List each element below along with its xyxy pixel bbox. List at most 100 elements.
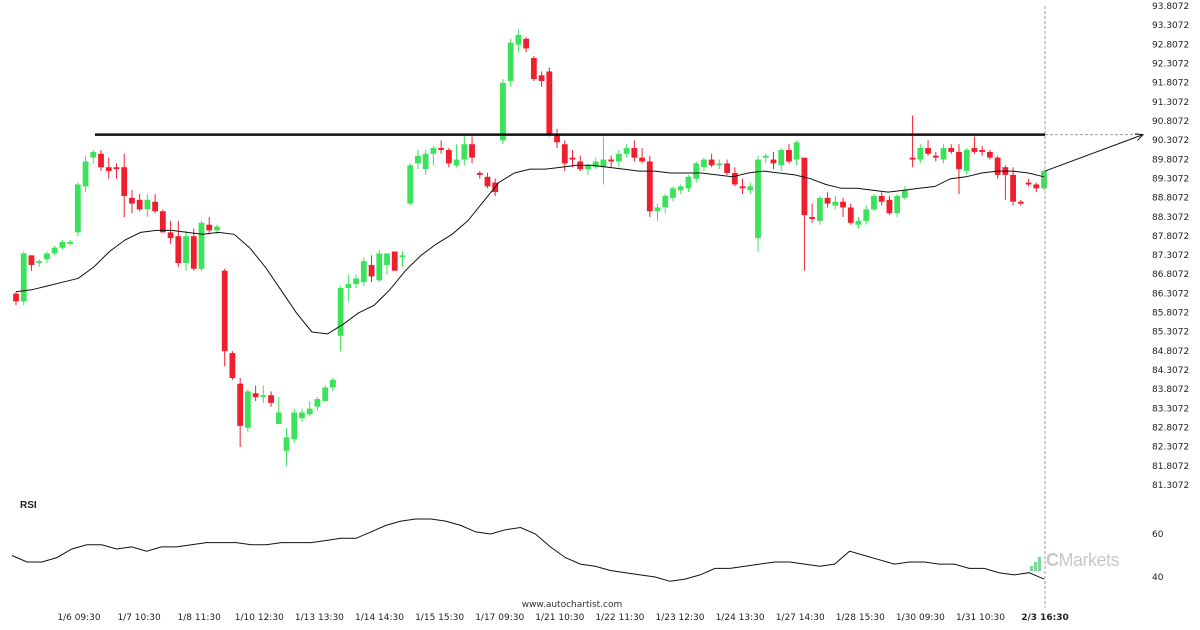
candle-down [994,157,1001,175]
candle-down [252,393,259,398]
price-tick-label: 85.3072 [1152,328,1189,338]
candle-down [152,201,159,212]
time-tick-label: 1/15 15:30 [415,613,464,623]
candlestick-series [13,29,1047,467]
candle-up [322,387,329,401]
candle-down [1010,174,1016,202]
candle-up [677,186,684,191]
time-tick-label: 1/10 12:30 [235,613,284,623]
candle-down [554,134,560,143]
candle-down [608,159,615,162]
candle-up [183,236,189,264]
rsi-tick-label: 60 [1152,530,1164,540]
candle-down [221,270,228,352]
time-tick-label: 2/3 16:30 [1021,613,1069,623]
time-tick-label: 1/7 10:30 [117,613,161,623]
candle-down [986,151,993,158]
candle-down [724,163,730,173]
candle-up [592,161,599,168]
candle-up [59,241,66,248]
candle-down [639,157,645,162]
candle-up [793,142,800,160]
moving-average-line [15,164,1045,335]
candle-up [399,255,406,258]
candle-down [530,58,537,80]
candle-down [708,159,715,166]
candle-down [28,255,35,265]
candle-down [809,217,816,219]
candle-down [523,38,530,49]
candle-up [144,199,151,210]
candle-up [275,412,282,424]
price-tick-label: 87.3072 [1152,251,1189,261]
candle-down [175,236,182,264]
candle-up [291,412,298,440]
price-tick-label: 84.8072 [1152,347,1189,357]
candle-up [855,220,862,225]
time-tick-label: 1/17 09:30 [475,613,524,623]
candle-up [337,287,344,336]
price-tick-label: 91.3072 [1152,98,1189,108]
price-tick-label: 90.8072 [1152,117,1189,127]
price-tick-label: 83.3072 [1152,404,1189,414]
price-tick-label: 90.3072 [1152,136,1189,146]
candle-up [415,155,421,164]
time-tick-label: 1/24 13:30 [716,613,765,623]
candle-down [438,148,445,150]
candle-down [129,197,135,204]
candle-up [762,155,769,158]
time-tick-label: 1/14 14:30 [355,613,404,623]
candle-down [979,149,986,152]
candle-up [90,151,97,158]
candle-up [863,209,870,221]
candle-down [391,251,398,271]
candle-down [121,167,128,196]
candle-down [847,207,854,223]
candle-up [422,153,429,170]
candle-up [693,163,700,179]
candle-down [824,197,831,204]
candle-up [670,188,676,198]
price-tick-label: 92.3072 [1152,59,1189,69]
time-tick-label: 1/6 09:30 [57,613,101,623]
candle-up [894,195,901,214]
candle-up [44,253,50,260]
candle-down [476,172,483,175]
candle-up [82,161,89,187]
time-axis-ticks: 1/6 09:30 1/7 10:30 1/8 11:30 1/10 12:30 1/1… [57,613,1068,623]
candle-up [654,207,661,212]
candle-up [615,153,622,162]
candle-up [662,195,669,208]
brand-logo-icon [1030,557,1046,571]
price-tick-label: 86.8072 [1152,270,1189,280]
candle-up [747,186,754,191]
candle-down [484,176,491,187]
candle-up [461,144,468,160]
candle-down [925,148,931,154]
candle-up [407,165,414,204]
price-tick-label: 93.8072 [1152,2,1189,12]
candle-up [353,278,359,285]
candle-down [569,157,576,160]
price-tick-label: 83.8072 [1152,385,1189,395]
candle-up [507,42,514,81]
time-tick-label: 1/31 10:30 [956,613,1005,623]
candle-down [956,151,962,170]
candle-up [283,437,290,451]
candle-up [314,399,321,407]
candle-up [330,379,336,388]
price-tick-label: 92.8072 [1152,40,1189,50]
price-tick-label: 81.3072 [1152,481,1189,491]
candle-down [538,75,545,81]
candle-down [739,186,746,189]
candle-down [786,149,792,162]
candle-up [755,159,761,239]
candle-up [51,247,58,254]
candle-down [167,232,174,239]
candle-up [1041,171,1047,189]
price-tick-label: 89.3072 [1152,174,1189,184]
candle-up [345,284,352,288]
time-tick-label: 1/8 11:30 [178,613,222,623]
candle-up [430,148,437,154]
